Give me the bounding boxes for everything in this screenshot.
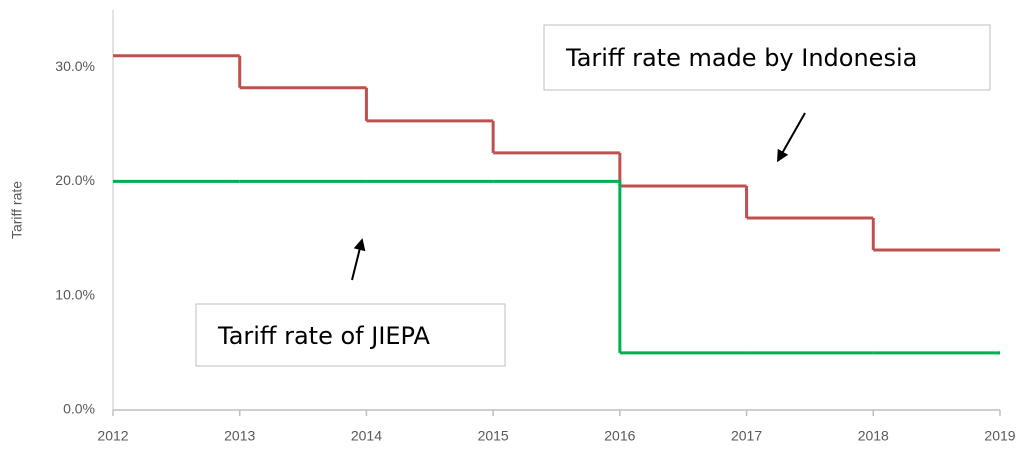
step-end <box>998 351 1000 355</box>
y-axis-label: Tariff rate <box>9 181 25 239</box>
annotation: Tariff rate of JIEPA <box>217 322 430 350</box>
arrow <box>777 112 806 163</box>
x-tick-label: 2014 <box>351 428 382 444</box>
annotation: Tariff rate made by Indonesia <box>565 44 917 72</box>
x-tick-label: 2013 <box>224 428 255 444</box>
y-tick-label: 20.0% <box>55 172 95 188</box>
annotation-box <box>195 303 506 367</box>
x-tick-label: 2012 <box>97 428 128 444</box>
x-tick-label: 2016 <box>604 428 635 444</box>
x-tick-label: 2019 <box>984 428 1015 444</box>
y-tick-label: 30.0% <box>55 58 95 74</box>
y-tick-label: 0.0% <box>63 401 95 417</box>
annotation-box <box>543 24 991 91</box>
x-tick-label: 2018 <box>858 428 889 444</box>
y-tick-label: 10.0% <box>55 286 95 302</box>
x-tick-label: 2015 <box>478 428 509 444</box>
x-tick-label: 2017 <box>731 428 762 444</box>
step-end <box>998 248 1000 252</box>
arrow <box>351 238 366 281</box>
